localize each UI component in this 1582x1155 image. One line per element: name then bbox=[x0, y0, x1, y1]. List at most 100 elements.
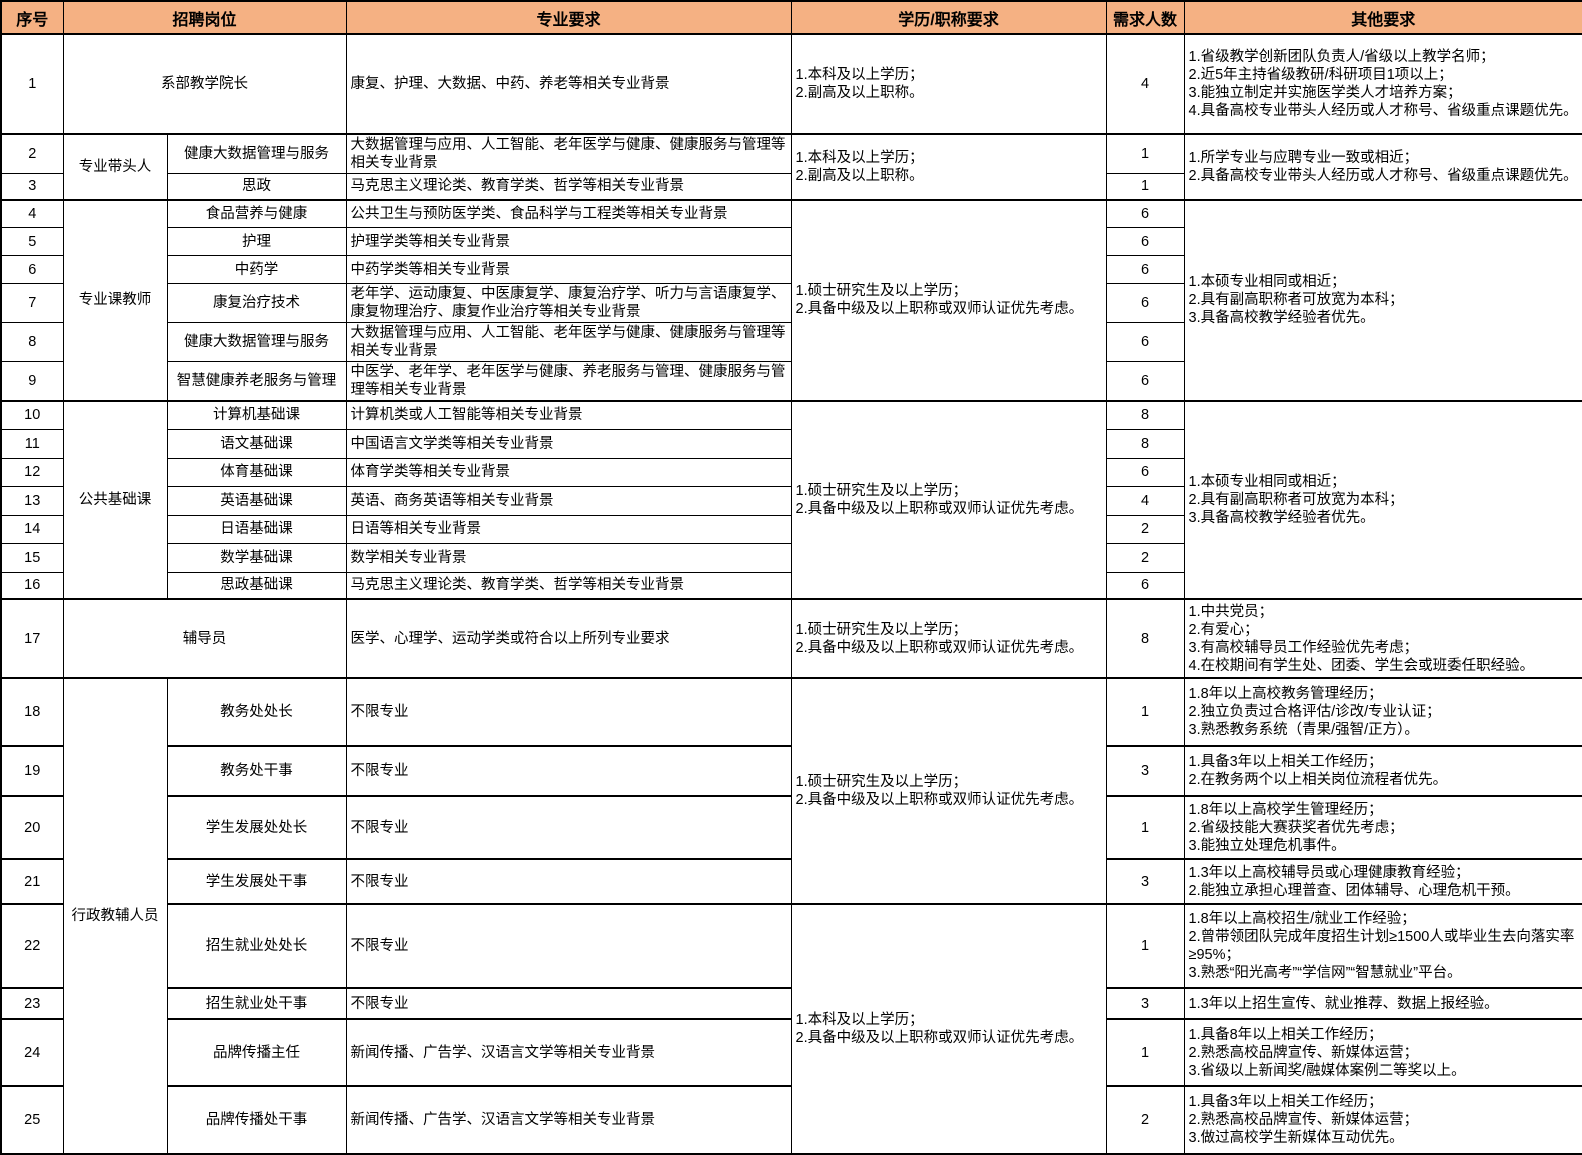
cell-major: 新闻传播、广告学、汉语言文学等相关专业背景 bbox=[345, 1085, 792, 1155]
cell-count: 3 bbox=[1105, 745, 1185, 797]
table-row: 22 招生就业处处长 不限专业 1.本科及以上学历； 2.具备中级及以上职称或双… bbox=[0, 903, 1582, 1155]
cell-position: 招生就业处处长 bbox=[166, 903, 347, 989]
table-row: 13 英语基础课 英语、商务英语等相关专业背景 4 bbox=[0, 485, 1582, 516]
cell-position: 护理 bbox=[166, 227, 347, 256]
table-row: 9 智慧健康养老服务与管理 中医学、老年学、老年医学与健康、养老服务与管理、健康… bbox=[0, 361, 1582, 402]
cell-no: 9 bbox=[0, 361, 64, 402]
cell-position: 日语基础课 bbox=[166, 514, 347, 544]
cell-count: 8 bbox=[1105, 400, 1185, 430]
cell-edu: 1.硕士研究生及以上学历； 2.具备中级及以上职称或双师认证优先考虑。 bbox=[790, 198, 1107, 402]
cell-position: 招生就业处干事 bbox=[166, 987, 347, 1020]
cell-major: 不限专业 bbox=[345, 858, 792, 905]
cell-major: 数学相关专业背景 bbox=[345, 542, 792, 573]
cell-position: 品牌传播处干事 bbox=[166, 1085, 347, 1155]
group-cell: 行政教辅人员 bbox=[62, 677, 168, 1155]
cell-count: 6 bbox=[1105, 227, 1185, 256]
cell-count: 6 bbox=[1105, 457, 1185, 487]
cell-major: 体育学类等相关专业背景 bbox=[345, 457, 792, 487]
cell-major: 不限专业 bbox=[345, 677, 792, 747]
cell-position: 康复治疗技术 bbox=[166, 283, 347, 323]
cell-no: 13 bbox=[0, 485, 64, 516]
cell-major: 公共卫生与预防医学类、食品科学与工程类等相关专业背景 bbox=[345, 198, 792, 228]
cell-edu: 1.本科及以上学历； 2.副高及以上职称。 bbox=[790, 33, 1107, 135]
cell-major: 计算机类或人工智能等相关专业背景 bbox=[345, 400, 792, 430]
cell-other: 1.具备3年以上相关工作经历； 2.熟悉高校品牌宣传、新媒体运营； 3.做过高校… bbox=[1183, 1085, 1582, 1155]
cell-position: 计算机基础课 bbox=[166, 400, 347, 430]
cell-count: 8 bbox=[1105, 598, 1185, 679]
cell-other: 1.省级教学创新团队负责人/省级以上教学名师； 2.近5年主持省级教研/科研项目… bbox=[1183, 33, 1582, 135]
table-row: 19 教务处干事 不限专业 3 1.具备3年以上相关工作经历； 2.在教务两个以… bbox=[0, 745, 1582, 797]
cell-edu: 1.本科及以上学历； 2.副高及以上职称。 bbox=[790, 133, 1107, 200]
cell-position: 系部教学院长 bbox=[62, 33, 347, 135]
table-row: 1 系部教学院长 康复、护理、大数据、中药、养老等相关专业背景 1.本科及以上学… bbox=[0, 33, 1582, 135]
group-cell: 公共基础课 bbox=[62, 400, 168, 600]
cell-major: 大数据管理与应用、人工智能、老年医学与健康、健康服务与管理等相关专业背景 bbox=[345, 133, 792, 174]
col-header-major: 专业要求 bbox=[345, 0, 792, 35]
cell-no: 20 bbox=[0, 795, 64, 860]
cell-count: 2 bbox=[1105, 542, 1185, 573]
table-row: 3 思政 马克思主义理论类、教育学类、哲学等相关专业背景 1 bbox=[0, 173, 1582, 200]
cell-count: 1 bbox=[1105, 903, 1185, 989]
cell-edu: 1.硕士研究生及以上学历； 2.具备中级及以上职称或双师认证优先考虑。 bbox=[790, 598, 1107, 679]
cell-position: 健康大数据管理与服务 bbox=[166, 133, 347, 174]
cell-major: 新闻传播、广告学、汉语言文学等相关专业背景 bbox=[345, 1018, 792, 1087]
cell-count: 1 bbox=[1105, 795, 1185, 860]
cell-no: 14 bbox=[0, 514, 64, 544]
table-row: 17 辅导员 医学、心理学、运动学类或符合以上所列专业要求 1.硕士研究生及以上… bbox=[0, 598, 1582, 679]
cell-position: 智慧健康养老服务与管理 bbox=[166, 361, 347, 402]
cell-no: 11 bbox=[0, 428, 64, 459]
cell-count: 3 bbox=[1105, 858, 1185, 905]
cell-no: 1 bbox=[0, 33, 64, 135]
cell-major: 大数据管理与应用、人工智能、老年医学与健康、健康服务与管理等相关专业背景 bbox=[345, 322, 792, 362]
cell-position: 食品营养与健康 bbox=[166, 198, 347, 228]
cell-count: 3 bbox=[1105, 987, 1185, 1020]
cell-position: 健康大数据管理与服务 bbox=[166, 322, 347, 362]
cell-no: 8 bbox=[0, 322, 64, 362]
cell-position: 思政 bbox=[166, 173, 347, 200]
cell-count: 8 bbox=[1105, 428, 1185, 459]
cell-major: 康复、护理、大数据、中药、养老等相关专业背景 bbox=[345, 33, 792, 135]
table-row: 2 专业带头人 健康大数据管理与服务 大数据管理与应用、人工智能、老年医学与健康… bbox=[0, 133, 1582, 200]
cell-count: 6 bbox=[1105, 255, 1185, 284]
table-row: 24 品牌传播主任 新闻传播、广告学、汉语言文学等相关专业背景 1 1.具备8年… bbox=[0, 1018, 1582, 1087]
table-row: 14 日语基础课 日语等相关专业背景 2 bbox=[0, 514, 1582, 544]
cell-no: 2 bbox=[0, 133, 64, 174]
cell-major: 马克思主义理论类、教育学类、哲学等相关专业背景 bbox=[345, 173, 792, 200]
table-row: 11 语文基础课 中国语言文学类等相关专业背景 8 bbox=[0, 428, 1582, 459]
table-row: 7 康复治疗技术 老年学、运动康复、中医康复学、康复治疗学、听力与言语康复学、康… bbox=[0, 283, 1582, 323]
cell-no: 25 bbox=[0, 1085, 64, 1155]
cell-edu: 1.本科及以上学历； 2.具备中级及以上职称或双师认证优先考虑。 bbox=[790, 903, 1107, 1155]
col-header-no: 序号 bbox=[0, 0, 64, 35]
cell-major: 不限专业 bbox=[345, 987, 792, 1020]
cell-count: 1 bbox=[1105, 677, 1185, 747]
cell-major: 英语、商务英语等相关专业背景 bbox=[345, 485, 792, 516]
group-cell: 专业课教师 bbox=[62, 198, 168, 402]
cell-major: 老年学、运动康复、中医康复学、康复治疗学、听力与言语康复学、康复物理治疗、康复作… bbox=[345, 283, 792, 323]
cell-no: 18 bbox=[0, 677, 64, 747]
table-row: 8 健康大数据管理与服务 大数据管理与应用、人工智能、老年医学与健康、健康服务与… bbox=[0, 322, 1582, 362]
cell-position: 语文基础课 bbox=[166, 428, 347, 459]
cell-position: 体育基础课 bbox=[166, 457, 347, 487]
cell-position: 学生发展处处长 bbox=[166, 795, 347, 860]
table-row: 25 品牌传播处干事 新闻传播、广告学、汉语言文学等相关专业背景 2 1.具备3… bbox=[0, 1085, 1582, 1155]
cell-major: 护理学类等相关专业背景 bbox=[345, 227, 792, 256]
cell-no: 17 bbox=[0, 598, 64, 679]
col-header-position: 招聘岗位 bbox=[62, 0, 347, 35]
cell-other: 1.具备3年以上相关工作经历； 2.在教务两个以上相关岗位流程者优先。 bbox=[1183, 745, 1582, 797]
cell-other: 1.8年以上高校招生/就业工作经验； 2.曾带领团队完成年度招生计划≥1500人… bbox=[1183, 903, 1582, 989]
cell-no: 22 bbox=[0, 903, 64, 989]
cell-major: 中国语言文学类等相关专业背景 bbox=[345, 428, 792, 459]
cell-other: 1.本硕专业相同或相近； 2.具有副高职称者可放宽为本科； 3.具备高校教学经验… bbox=[1183, 400, 1582, 600]
cell-position: 思政基础课 bbox=[166, 571, 347, 600]
cell-major: 医学、心理学、运动学类或符合以上所列专业要求 bbox=[345, 598, 792, 679]
cell-count: 1 bbox=[1105, 1018, 1185, 1087]
cell-position: 教务处处长 bbox=[166, 677, 347, 747]
cell-major: 日语等相关专业背景 bbox=[345, 514, 792, 544]
cell-no: 21 bbox=[0, 858, 64, 905]
group-cell: 专业带头人 bbox=[62, 133, 168, 200]
col-header-other: 其他要求 bbox=[1183, 0, 1582, 35]
cell-no: 6 bbox=[0, 255, 64, 284]
cell-no: 15 bbox=[0, 542, 64, 573]
cell-other: 1.8年以上高校学生管理经历； 2.省级技能大赛获奖者优先考虑； 3.能独立处理… bbox=[1183, 795, 1582, 860]
